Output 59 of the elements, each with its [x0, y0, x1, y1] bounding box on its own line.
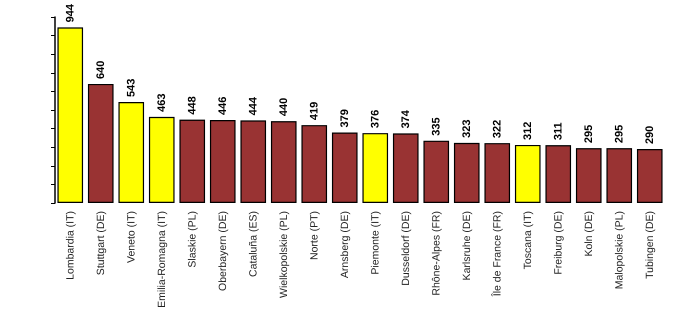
x-tick-label: Rhône-Alpes (FR)	[430, 211, 442, 296]
data-label: 463	[156, 94, 168, 112]
bar	[454, 142, 480, 203]
data-label: 322	[491, 120, 504, 138]
bar	[484, 143, 510, 203]
data-label: 379	[338, 109, 351, 128]
data-label: 944	[64, 3, 76, 22]
x-tick-label: Piemonte (IT)	[369, 211, 382, 275]
data-label: 440	[278, 98, 290, 116]
x-tick-label: Wielkopolskie (PL)	[278, 211, 290, 298]
x-tick-label: Karlsruhe (DE)	[460, 211, 473, 280]
data-label: 419	[308, 102, 320, 120]
x-tick-label: Arnsberg (DE)	[338, 211, 351, 278]
x-tick-label: Emilia-Romagna (IT)	[156, 211, 168, 308]
data-label: 312	[522, 122, 534, 140]
bar	[301, 125, 328, 203]
data-label: 335	[430, 117, 442, 136]
x-tick-label: Slaskie (PL)	[186, 211, 198, 268]
data-label: 323	[460, 120, 473, 138]
x-tick-label: Toscana (IT)	[522, 211, 534, 270]
bar	[148, 116, 175, 203]
data-label: 376	[369, 110, 382, 128]
bar	[606, 148, 632, 203]
data-label: 311	[552, 122, 564, 140]
bar	[332, 132, 358, 203]
x-tick-label: Veneto (IT)	[125, 211, 138, 263]
x-tick-label: Malopolskie (PL)	[613, 211, 626, 290]
data-label: 295	[613, 124, 626, 144]
data-label: 290	[644, 126, 656, 144]
x-tick-label: Île de France (FR)	[490, 211, 504, 298]
bar	[270, 121, 297, 203]
bar	[636, 149, 663, 203]
data-label: 640	[94, 60, 107, 79]
data-label: 543	[125, 78, 138, 97]
bar	[423, 140, 450, 203]
bar	[118, 102, 144, 203]
x-tick-label: Cataluña (ES)	[247, 211, 260, 277]
data-label: 295	[582, 124, 595, 144]
bar	[179, 120, 206, 203]
bar	[210, 120, 236, 203]
x-tick-label: Oberbayern (DE)	[216, 211, 229, 291]
data-label: 374	[400, 109, 412, 128]
bar	[240, 120, 266, 203]
x-tick-label: Stuttgart (DE)	[94, 211, 107, 276]
data-label: 446	[216, 96, 229, 116]
x-tick-label: Lombardia (IT)	[64, 211, 76, 280]
bar	[88, 84, 114, 203]
bar	[514, 144, 541, 203]
x-tick-label: Dusseldorf (DE)	[400, 211, 412, 286]
x-tick-label: Freiburg (DE)	[552, 211, 564, 275]
bar	[362, 133, 388, 203]
x-tick-label: Koln (DE)	[582, 211, 595, 257]
bar	[392, 133, 419, 203]
data-label: 444	[247, 96, 260, 116]
x-tick-label: Norte (PT)	[308, 211, 320, 260]
data-label: 448	[186, 96, 198, 115]
x-tick-label: Tubingen (DE)	[644, 211, 656, 279]
bar	[545, 145, 572, 203]
bar	[576, 148, 602, 203]
